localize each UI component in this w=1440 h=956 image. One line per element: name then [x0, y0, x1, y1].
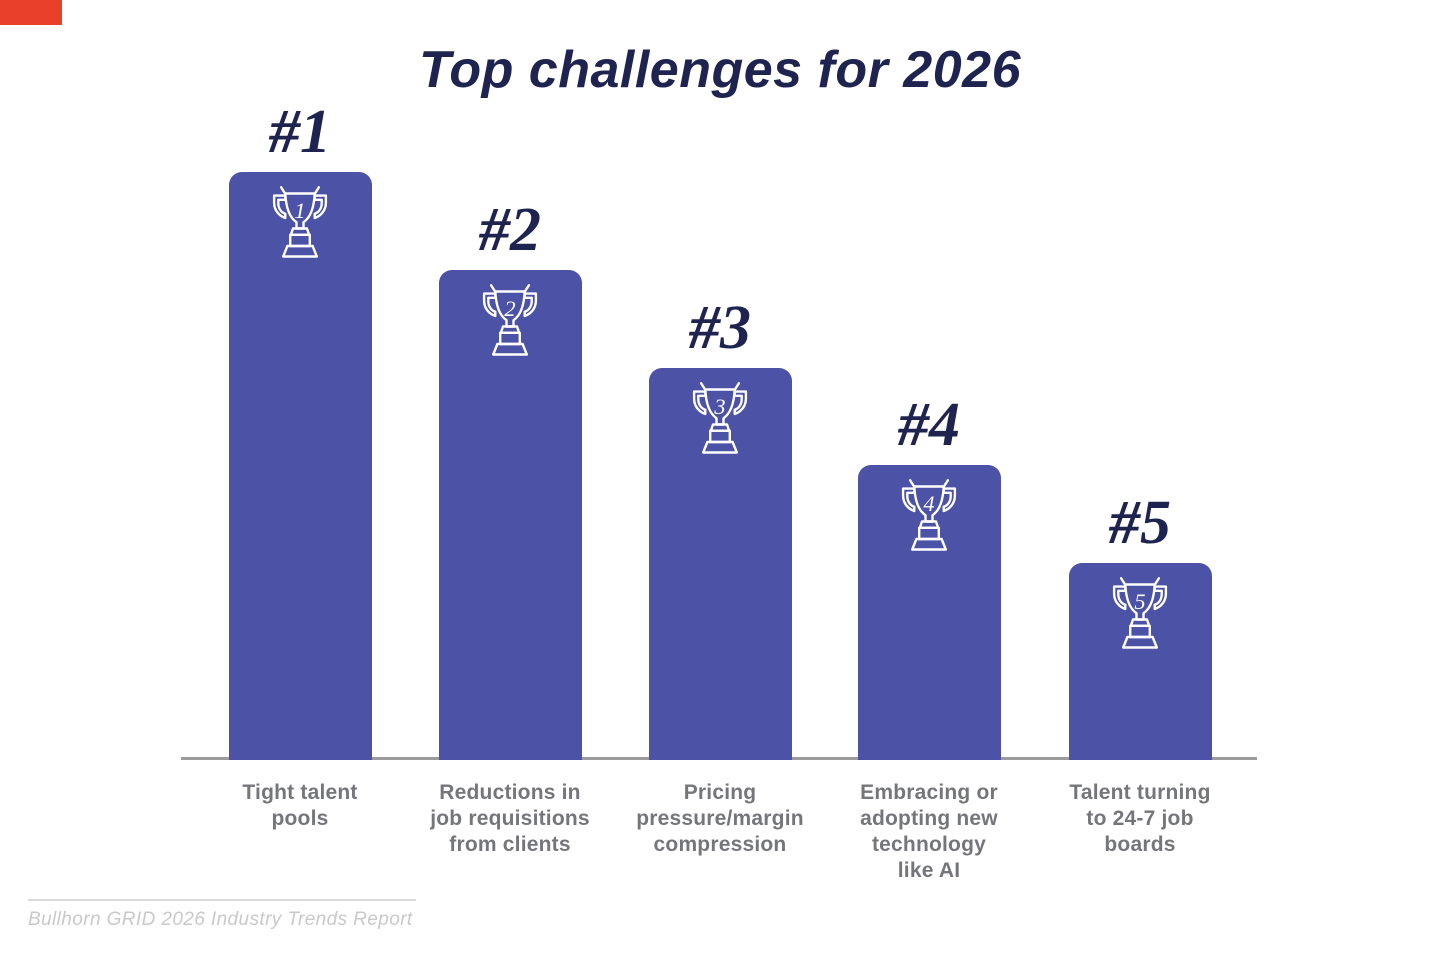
- category-label: Pricing pressure/margin compression: [636, 781, 804, 856]
- trophy-rim-tab-right: [524, 284, 531, 292]
- corner-accent-mark: [0, 0, 62, 25]
- rank-label: #2: [479, 196, 541, 264]
- trophy-number: 1: [294, 198, 305, 223]
- trophy-number: 4: [923, 491, 934, 516]
- chart-title: Top challenges for 2026: [419, 41, 1021, 99]
- trophy-rim-tab-right: [1154, 577, 1161, 585]
- rank-label: #4: [898, 391, 960, 459]
- trophy-handle-left: [272, 194, 287, 220]
- trophy-handle-right: [942, 487, 957, 513]
- trophy-icon: 4: [901, 479, 957, 551]
- trophy-number: 5: [1134, 589, 1145, 614]
- trophy-base: [709, 429, 731, 444]
- trophy-handle-right: [523, 292, 538, 318]
- rank-label: #1: [269, 98, 331, 166]
- trophy-rim-tab-left: [699, 382, 706, 390]
- category-label: Tight talent pools: [242, 781, 358, 830]
- source-caption: Bullhorn GRID 2026 Industry Trends Repor…: [28, 909, 413, 930]
- trophy-rim-tab-left: [908, 479, 915, 487]
- trophy-rim-tab-left: [279, 186, 286, 194]
- trophy-icon: 2: [482, 284, 538, 356]
- trophy-number: 2: [504, 296, 515, 321]
- bar: 3: [648, 368, 792, 760]
- bar: 2: [438, 270, 582, 760]
- rank-label: #5: [1109, 489, 1171, 557]
- trophy-rim-tab-right: [314, 186, 321, 194]
- bar: 1: [228, 172, 372, 760]
- trophy-base: [918, 526, 940, 541]
- trophy-foot: [911, 537, 947, 551]
- trophy-handle-right: [733, 390, 748, 416]
- trophy-base: [289, 233, 311, 248]
- bar: 5: [1068, 563, 1212, 760]
- trophy-handle-left: [901, 487, 916, 513]
- trophy-foot: [492, 342, 528, 356]
- trophy-base: [499, 331, 521, 346]
- category-label: Embracing or adopting new technology lik…: [860, 781, 998, 882]
- trophy-base: [1129, 624, 1151, 639]
- trophy-rim-tab-left: [1119, 577, 1126, 585]
- trophy-number: 3: [713, 394, 725, 419]
- trophy-rim-tab-right: [734, 382, 741, 390]
- category-label: Talent turning to 24-7 job boards: [1069, 781, 1211, 856]
- category-label: Reductions in job requisitions from clie…: [430, 781, 590, 856]
- bar: 4: [857, 465, 1001, 760]
- trophy-handle-right: [313, 194, 328, 220]
- trophy-foot: [282, 244, 318, 258]
- trophy-icon: 1: [272, 186, 328, 258]
- trophy-foot: [702, 440, 738, 454]
- trophy-icon: 5: [1112, 577, 1168, 649]
- trophy-rim-tab-right: [943, 479, 950, 487]
- trophy-handle-left: [482, 292, 497, 318]
- rank-label: #3: [689, 294, 751, 362]
- footer-divider: [28, 899, 416, 901]
- trophy-icon: 3: [692, 382, 748, 454]
- trophy-handle-left: [692, 390, 707, 416]
- trophy-foot: [1122, 635, 1158, 649]
- trophy-rim-tab-left: [489, 284, 496, 292]
- trophy-handle-right: [1153, 585, 1168, 611]
- trophy-handle-left: [1112, 585, 1127, 611]
